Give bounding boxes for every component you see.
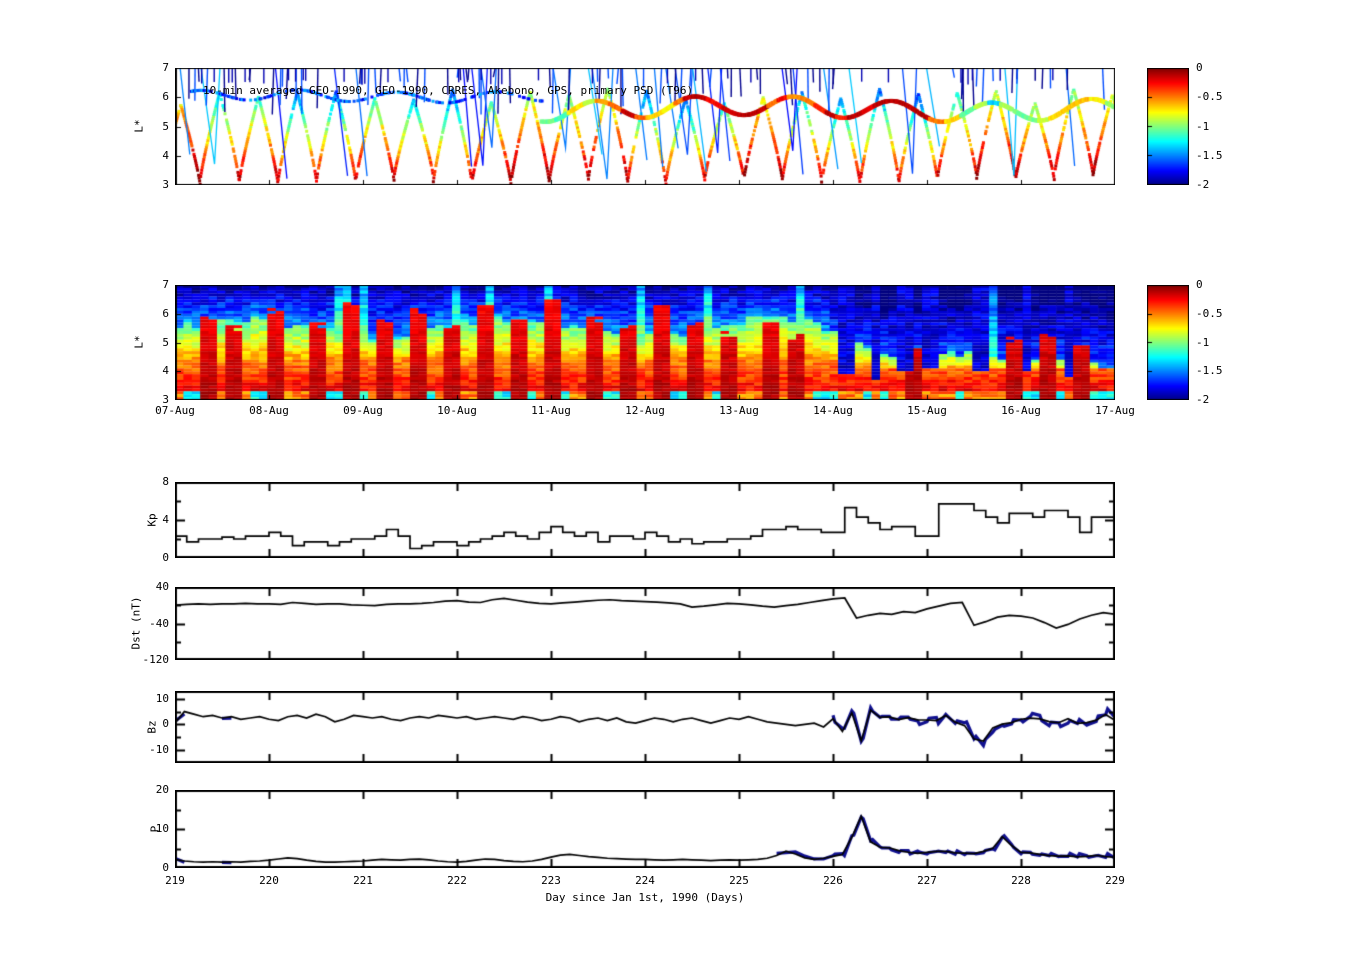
day-tick-label: 220 bbox=[259, 874, 279, 887]
y-tick-label: -40 bbox=[149, 616, 169, 630]
colorbar-bottom bbox=[1147, 285, 1189, 400]
ylabel-lstar-top: L* bbox=[132, 119, 146, 133]
date-tick-label: 07-Aug bbox=[155, 404, 195, 417]
date-tick-label: 14-Aug bbox=[813, 404, 853, 417]
p-plot bbox=[175, 790, 1115, 868]
colorbar-tick-label: -1 bbox=[1196, 335, 1210, 349]
y-tick-label: 0 bbox=[162, 861, 169, 874]
l-tick-label: 3 bbox=[162, 178, 169, 191]
colorbar-tick-label: -0.5 bbox=[1196, 90, 1223, 104]
y-tick-label: 0 bbox=[162, 551, 169, 564]
date-tick-label: 12-Aug bbox=[625, 404, 665, 417]
y-tick-label: 10 bbox=[155, 691, 169, 705]
date-tick-label: 15-Aug bbox=[907, 404, 947, 417]
day-tick-label: 223 bbox=[541, 874, 561, 887]
plot-title: 10-min averaged GEO-1990, GEO-1990, CRRE… bbox=[203, 84, 694, 97]
ylabel-lstar-bottom: L* bbox=[132, 335, 146, 349]
colorbar-tick-label: -2 bbox=[1196, 178, 1210, 191]
day-tick-label: 219 bbox=[165, 874, 185, 887]
psd-scatter-plot bbox=[175, 68, 1115, 185]
day-tick-label: 229 bbox=[1105, 874, 1125, 887]
colorbar-tick-label: 0 bbox=[1196, 61, 1203, 74]
l-tick-label: 5 bbox=[162, 119, 169, 133]
y-tick-label: -120 bbox=[142, 653, 170, 666]
x-axis-title: Day since Jan 1st, 1990 (Days) bbox=[545, 891, 745, 904]
l-tick-label: 5 bbox=[162, 335, 169, 349]
bz-plot bbox=[175, 691, 1115, 763]
psd-spectrogram-plot bbox=[175, 285, 1115, 400]
y-tick-label: 20 bbox=[155, 783, 169, 796]
day-tick-label: 221 bbox=[353, 874, 373, 887]
colorbar-tick-label: -2 bbox=[1196, 393, 1210, 406]
l-tick-label: 4 bbox=[162, 364, 169, 378]
colorbar-tick-label: -1.5 bbox=[1196, 364, 1223, 378]
l-tick-label: 6 bbox=[162, 90, 169, 104]
l-tick-label: 4 bbox=[162, 148, 169, 162]
y-tick-label: 4 bbox=[162, 513, 169, 526]
day-tick-label: 228 bbox=[1011, 874, 1031, 887]
colorbar-tick-label: -0.5 bbox=[1196, 306, 1223, 320]
dst-plot bbox=[175, 587, 1115, 660]
colorbar-tick-label: -1.5 bbox=[1196, 148, 1223, 162]
y-tick-label: 8 bbox=[162, 475, 169, 488]
l-tick-label: 3 bbox=[162, 393, 169, 406]
l-tick-label: 6 bbox=[162, 306, 169, 320]
date-tick-label: 11-Aug bbox=[531, 404, 571, 417]
date-tick-label: 10-Aug bbox=[437, 404, 477, 417]
date-tick-label: 09-Aug bbox=[343, 404, 383, 417]
y-tick-label: -10 bbox=[149, 743, 169, 757]
date-tick-label: 16-Aug bbox=[1001, 404, 1041, 417]
date-tick-label: 13-Aug bbox=[719, 404, 759, 417]
y-tick-label: 10 bbox=[155, 822, 169, 835]
colorbar-tick-label: 0 bbox=[1196, 278, 1203, 291]
date-tick-label: 17-Aug bbox=[1095, 404, 1135, 417]
colorbar-tick-label: -1 bbox=[1196, 119, 1210, 133]
y-tick-label: 0 bbox=[162, 717, 169, 731]
day-tick-label: 222 bbox=[447, 874, 467, 887]
y-tick-label: 40 bbox=[155, 580, 169, 593]
l-tick-label: 7 bbox=[162, 61, 169, 74]
day-tick-label: 226 bbox=[823, 874, 843, 887]
colorbar-top bbox=[1147, 68, 1189, 185]
l-tick-label: 7 bbox=[162, 278, 169, 291]
date-tick-label: 08-Aug bbox=[249, 404, 289, 417]
day-tick-label: 227 bbox=[917, 874, 937, 887]
day-tick-label: 225 bbox=[729, 874, 749, 887]
kp-plot bbox=[175, 482, 1115, 558]
day-tick-label: 224 bbox=[635, 874, 655, 887]
